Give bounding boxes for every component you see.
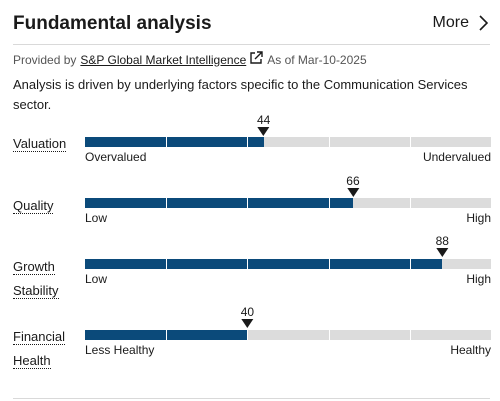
marker-triangle-icon (241, 319, 254, 328)
as-of-date: As of Mar-10-2025 (267, 52, 367, 67)
scale-high-label: High (466, 272, 491, 286)
scale-high-label: Healthy (450, 343, 491, 357)
score-value: 66 (346, 174, 360, 188)
score-value: 88 (435, 234, 449, 248)
metric-growth-stability: Growth Stability 88 Low High (13, 235, 493, 299)
score-value: 44 (256, 113, 271, 127)
score-bar (85, 259, 491, 269)
footer-divider (13, 398, 490, 399)
score-bar-fill (85, 198, 353, 208)
bar-segment-divider (409, 198, 411, 208)
more-label: More (432, 14, 469, 31)
score-bar (85, 198, 491, 208)
bar-segment-divider (409, 330, 411, 340)
bar-segment-divider (166, 259, 168, 269)
scale-low-label: Overvalued (85, 150, 147, 164)
analysis-description: Analysis is driven by underlying factors… (13, 77, 468, 112)
provider-link[interactable]: S&P Global Market Intelligence (80, 52, 247, 67)
provider-line: Provided by S&P Global Market Intelligen… (13, 51, 367, 68)
scale-high-label: Undervalued (422, 150, 491, 164)
metric-financial-health: Financial Health 40 Less Healthy Healthy (13, 306, 493, 370)
scale-low-label: Low (85, 211, 108, 225)
score-marker: 88 (436, 235, 449, 257)
bar-segment-divider (328, 259, 330, 269)
metric-label[interactable]: Valuation (13, 136, 67, 152)
bar-segment-divider (328, 198, 330, 208)
scale-high-label: High (466, 211, 491, 225)
bar-segment-divider (409, 259, 411, 269)
bar-segment-divider (247, 259, 249, 269)
marker-triangle-icon (346, 188, 359, 197)
marker-triangle-icon (436, 248, 449, 257)
score-marker: 66 (346, 174, 360, 197)
score-bar-fill (85, 137, 264, 147)
score-marker: 44 (257, 114, 270, 136)
scale-low-label: Low (85, 272, 108, 286)
provider-prefix: Provided by (13, 52, 77, 67)
chevron-right-icon (479, 15, 488, 31)
external-link-icon[interactable] (249, 51, 263, 68)
bar-segment-divider (166, 330, 168, 340)
score-marker: 40 (241, 306, 254, 328)
score-bar (85, 137, 491, 147)
card-title: Fundamental analysis (13, 13, 212, 34)
bar-segment-divider (166, 137, 168, 147)
bar-segment-divider (247, 330, 249, 340)
metric-valuation: Valuation 44 Overvalued Undervalued (13, 114, 493, 164)
score-bar-fill (85, 259, 443, 269)
bar-segment-divider (409, 137, 411, 147)
score-bar (85, 330, 491, 340)
metric-quality: Quality 66 Low High (13, 175, 493, 225)
card-header: Fundamental analysis More (13, 10, 490, 45)
scale-low-label: Less Healthy (85, 343, 155, 357)
metric-label[interactable]: Growth Stability (13, 259, 59, 299)
metric-label[interactable]: Quality (13, 198, 54, 214)
bar-segment-divider (328, 137, 330, 147)
bar-segment-divider (166, 198, 168, 208)
score-value: 40 (240, 305, 255, 319)
metric-label[interactable]: Financial Health (13, 329, 66, 369)
bar-segment-divider (328, 330, 330, 340)
marker-triangle-icon (257, 127, 270, 136)
bar-segment-divider (247, 198, 249, 208)
more-link[interactable]: More (433, 14, 488, 32)
bar-segment-divider (247, 137, 249, 147)
